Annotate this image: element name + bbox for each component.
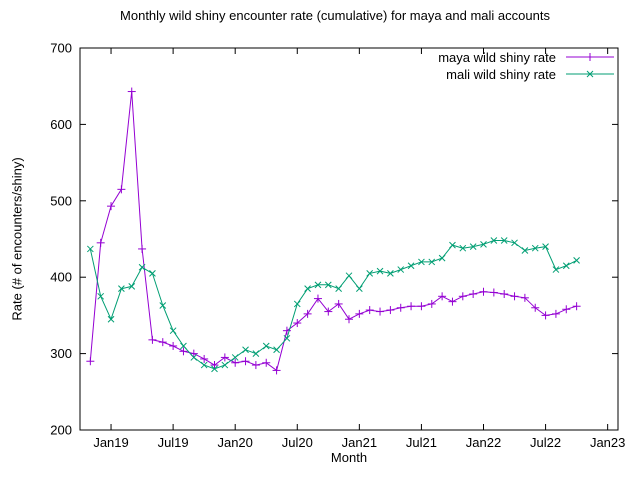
x-tick-label: Jul20 xyxy=(282,435,313,450)
y-tick-label: 500 xyxy=(50,193,72,208)
legend-item-mali: mali wild shiny rate xyxy=(438,66,616,82)
x-tick-label: Jul22 xyxy=(530,435,561,450)
x-axis-label: Month xyxy=(330,450,368,465)
x-tick-label: Jul19 xyxy=(158,435,189,450)
x-tick-label: Jan19 xyxy=(93,435,128,450)
y-tick-label: 700 xyxy=(50,41,72,56)
x-tick-label: Jan23 xyxy=(590,435,625,450)
legend: maya wild shiny rate mali wild shiny rat… xyxy=(438,49,616,82)
series-maya xyxy=(86,87,581,375)
x-tick-label: Jan22 xyxy=(466,435,501,450)
x-tick-label: Jan21 xyxy=(342,435,377,450)
x-tick-label: Jul21 xyxy=(406,435,437,450)
y-tick-label: 300 xyxy=(50,346,72,361)
y-tick-label: 200 xyxy=(50,423,72,438)
legend-item-maya: maya wild shiny rate xyxy=(438,49,616,65)
y-axis-label: Rate (# of encounters/shiny) xyxy=(9,157,25,321)
chart-title: Monthly wild shiny encounter rate (cumul… xyxy=(120,8,550,23)
legend-label-maya: maya wild shiny rate xyxy=(438,49,556,65)
y-tick-label: 600 xyxy=(50,117,72,132)
y-tick-label: 400 xyxy=(50,270,72,285)
series-mali xyxy=(86,237,580,373)
legend-label-mali: mali wild shiny rate xyxy=(446,66,556,82)
legend-sample-maya xyxy=(566,53,614,61)
x-tick-label: Jan20 xyxy=(217,435,252,450)
legend-sample-mali xyxy=(566,70,614,78)
